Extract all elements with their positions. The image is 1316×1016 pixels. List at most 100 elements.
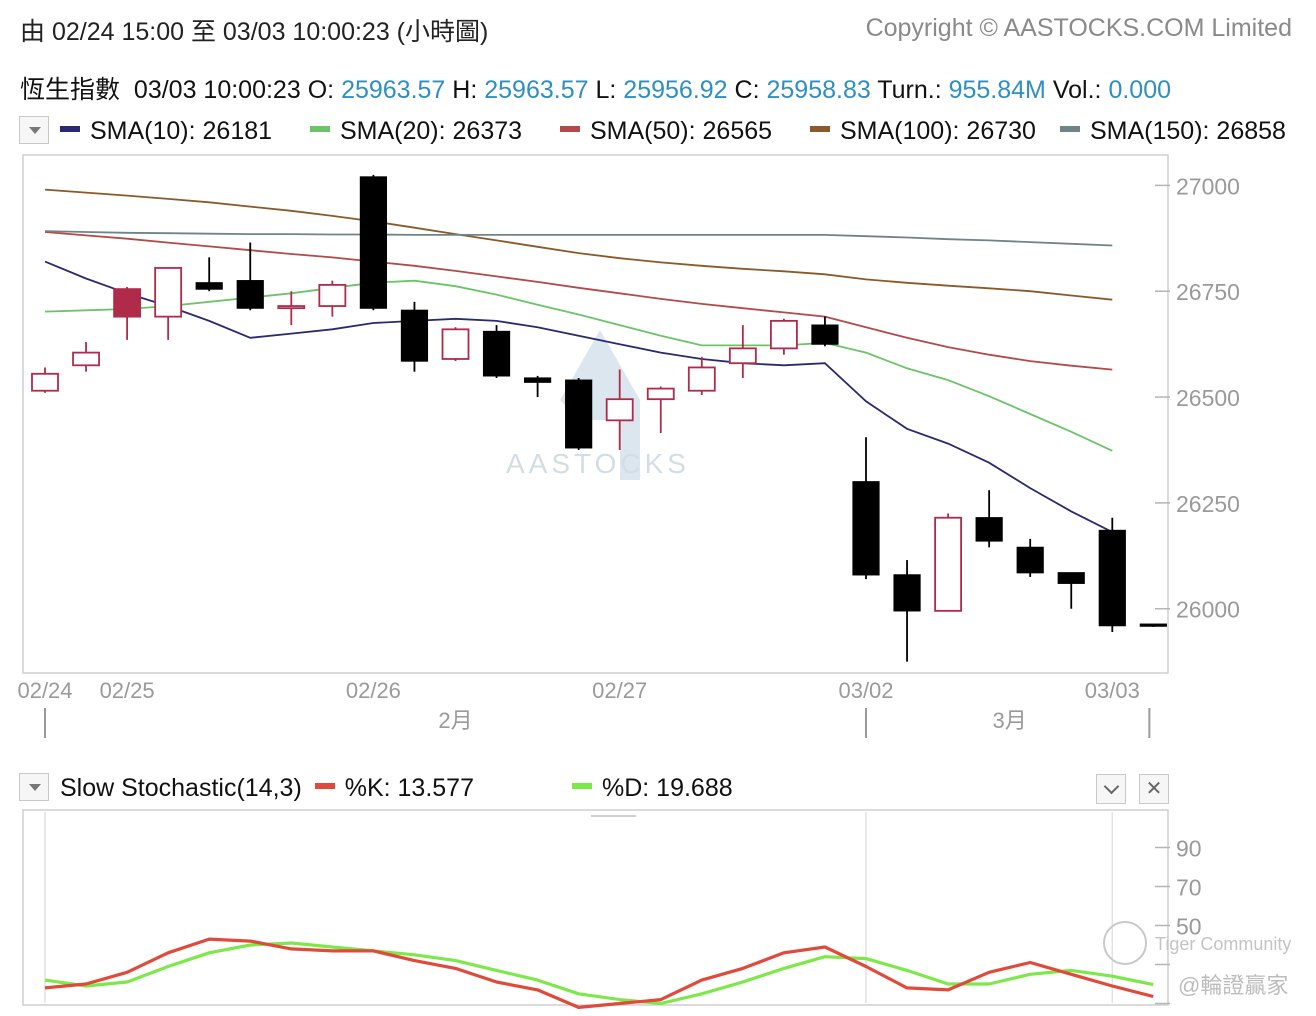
candle[interactable] [482,325,511,379]
sma-line-4 [44,188,1113,301]
candle[interactable] [441,327,470,362]
sma-line-1 [44,260,1113,533]
low-value: 25956.92 [623,76,728,104]
stoch-y-tick-label: 90 [1176,836,1202,862]
stoch-line-k [44,937,1154,1010]
candle[interactable] [236,242,264,311]
candle-body-down [893,574,921,612]
candle-body-up [154,267,183,318]
sma100-swatch [810,126,830,133]
tiger-community-text: Tiger Community [1155,934,1291,954]
candle[interactable] [605,369,634,450]
aastocks-watermark-text: AASTOCKS [506,448,690,479]
candle-body-down [811,324,839,345]
candle-body-down [1016,546,1044,574]
sma100-legend: SMA(100): 26730 [810,117,1036,146]
candle[interactable] [72,342,100,372]
candle[interactable] [277,291,306,326]
stoch-k-label: %K: 13.577 [344,774,474,802]
candle[interactable] [770,318,798,355]
sma100-legend-label: SMA(100): 26730 [840,117,1036,145]
candle[interactable] [728,325,757,379]
candle-body-up [277,305,306,310]
candle-body-up [934,516,962,612]
close-panel-button[interactable]: ✕ [1139,774,1169,804]
low-label: L: [595,76,617,104]
author-watermark-text: @輪證贏家 [1178,973,1288,998]
sma-line-2 [44,279,1113,452]
candle-body-up [441,328,470,360]
high-label: H: [452,76,478,104]
x-month-label: 2月 [438,708,472,733]
stoch-d-swatch [572,783,592,790]
candle-body-up [646,387,675,401]
turnover-value: 955.84M [948,76,1046,104]
sma10-legend: SMA(10): 26181 [60,117,272,146]
sma50-legend-label: SMA(50): 26565 [590,117,773,145]
candle[interactable] [31,367,59,393]
candle-body-down [1139,623,1167,627]
date-range-label: 由 02/24 15:00 至 03/03 10:00:23 (小時圖) [20,18,489,46]
candle-body-down [236,280,264,309]
sma20-legend: SMA(20): 26373 [310,117,522,146]
candle[interactable] [1016,538,1044,577]
candle[interactable] [523,375,552,398]
sma10-legend-label: SMA(10): 26181 [90,117,273,145]
x-date-label: 02/25 [100,678,155,703]
candle[interactable] [893,560,921,662]
candle[interactable] [1139,623,1167,627]
candle[interactable] [687,356,716,395]
collapse-panel-button[interactable] [1096,774,1126,804]
candle-body-up [72,351,100,367]
stoch-dropdown-button[interactable] [19,773,49,801]
candle[interactable] [565,378,593,450]
stoch-title: Slow Stochastic(14,3) [60,774,302,802]
stoch-legend: Slow Stochastic(14,3) %K: 13.577 [60,774,474,803]
index-name: 恆生指數 [20,76,121,104]
candle-highlight [113,288,141,318]
tiger-logo-icon [1103,921,1147,965]
sma20-swatch [310,126,330,133]
candle-body-up [770,319,798,350]
stoch-d-label: %D: 19.688 [602,774,733,802]
candlestick-chart[interactable]: AASTOCKS 26000 26250 26500 26750 27000 02/24… [0,0,1316,760]
candle-body-down [195,282,223,290]
x-date-label: 02/24 [17,678,72,703]
main-chart-dropdown-button[interactable] [19,116,49,144]
volume-label: Vol.: [1052,76,1102,104]
candle[interactable] [195,257,223,292]
candle-body-up [31,372,59,392]
candle[interactable] [852,437,880,580]
candle[interactable] [646,386,675,434]
candle[interactable] [318,280,347,317]
stoch-y-tick-label: 50 [1176,914,1202,940]
candle-body-down [359,176,387,309]
y-tick-label: 26000 [1176,597,1240,623]
candle[interactable] [934,513,962,612]
candle[interactable] [359,174,387,311]
stoch-k-swatch [314,783,335,790]
candle-body-down [482,330,511,377]
candle-body-up [728,347,757,365]
candle[interactable] [400,301,429,372]
candle[interactable] [1057,572,1085,609]
candle[interactable] [975,490,1003,548]
stoch-y-tick-label: 70 [1176,875,1202,901]
y-tick-label: 26750 [1176,279,1240,305]
close-icon: ✕ [1145,778,1163,800]
x-date-label: 03/03 [1085,678,1140,703]
turnover-label: Turn.: [877,76,942,104]
candle[interactable] [1098,517,1126,633]
candle-body-down [565,379,593,449]
quote-line: 恆生指數 03/03 10:00:23 O: 25963.57 H: 25963… [20,70,1171,106]
candle-body-down [400,309,429,362]
open-value: 25963.57 [341,76,446,104]
volume-value: 0.000 [1108,76,1172,104]
sma50-legend: SMA(50): 26565 [560,117,772,146]
y-tick-label: 26500 [1176,385,1240,411]
candle[interactable] [154,267,183,340]
sma150-swatch [1060,126,1080,133]
candle[interactable] [811,316,839,347]
sma10-swatch [60,126,80,133]
